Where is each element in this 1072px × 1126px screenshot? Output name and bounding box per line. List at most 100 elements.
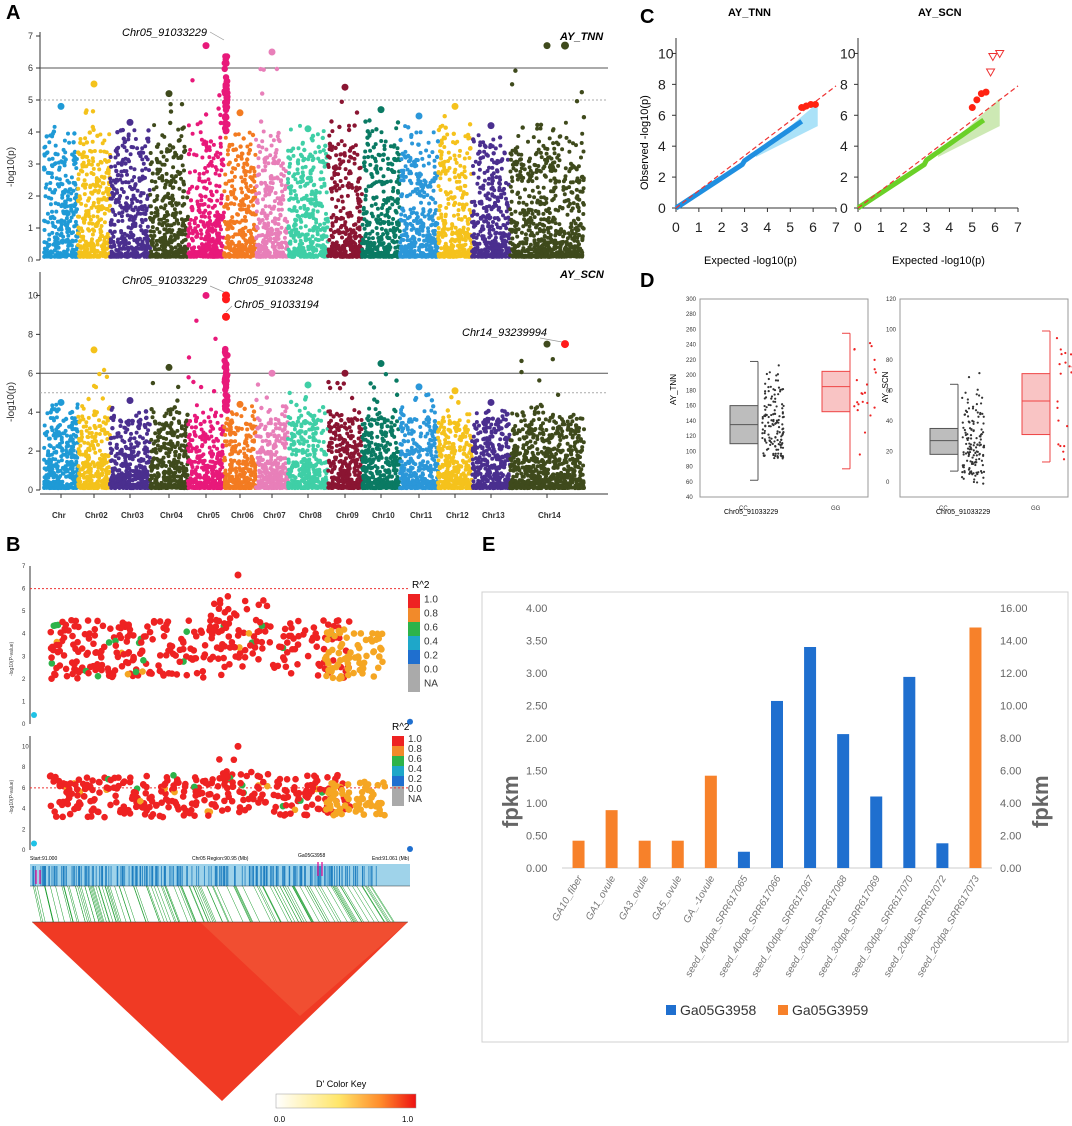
snp-point [308, 240, 313, 245]
snp-point [471, 235, 476, 240]
snp-point [521, 246, 526, 251]
snp-point [125, 213, 130, 218]
snp-point [230, 142, 235, 147]
snp-point [80, 155, 85, 160]
snp-point [96, 190, 101, 195]
snp-point [311, 245, 316, 250]
snp-point [90, 232, 95, 237]
snp-point [273, 191, 278, 195]
snp-point [390, 238, 395, 243]
snp-point [527, 194, 532, 199]
snp-point [236, 163, 241, 167]
snp-point [230, 226, 235, 231]
snp-point [496, 217, 501, 222]
snp-point [147, 168, 151, 173]
snp-point [99, 207, 104, 212]
snp-point [374, 167, 379, 172]
snp-point [448, 190, 453, 195]
snp-point [320, 159, 325, 164]
snp-point [553, 240, 558, 245]
snp-point [415, 181, 420, 186]
snp-point [426, 226, 430, 231]
snp-point [65, 194, 70, 199]
snp-point [370, 154, 375, 159]
snp-point [230, 184, 235, 189]
snp-point [217, 173, 222, 178]
snp-point [356, 196, 360, 201]
snp-point [495, 169, 500, 174]
peak-snp [268, 48, 276, 56]
snp-point [371, 145, 376, 150]
snp-point [116, 237, 120, 242]
snp-point [83, 136, 88, 141]
snp-point [79, 168, 83, 173]
snp-point [140, 157, 145, 162]
snp-point [494, 175, 499, 180]
snp-point [66, 131, 70, 136]
snp-point [198, 130, 203, 135]
tnn-annotation: Chr05_91033229 [122, 27, 207, 39]
snp-point [170, 193, 175, 198]
snp-point [348, 247, 353, 252]
snp-point [453, 141, 458, 146]
snp-point [421, 233, 426, 238]
snp-point [84, 244, 89, 249]
snp-point [60, 182, 65, 187]
snp-point [577, 247, 582, 252]
snp-point [432, 211, 437, 216]
snp-point [179, 102, 185, 107]
snp-point [119, 254, 124, 259]
snp-point [447, 177, 452, 182]
snp-point [77, 226, 82, 231]
snp-point [43, 185, 48, 190]
snp-point [523, 187, 527, 192]
snp-point [488, 246, 492, 251]
snp-point [251, 195, 256, 200]
snp-point [192, 245, 197, 250]
snp-point [497, 135, 503, 140]
snp-point [226, 254, 231, 259]
snp-point [162, 216, 167, 221]
snp-point [382, 245, 387, 250]
snp-point [218, 235, 223, 239]
snp-point [300, 141, 305, 146]
snp-point [119, 187, 124, 191]
snp-point [561, 234, 566, 239]
snp-point [101, 191, 106, 196]
snp-point [487, 176, 491, 181]
snp-point [297, 214, 302, 219]
snp-point [557, 179, 562, 184]
snp-point [106, 192, 111, 197]
snp-point [415, 158, 420, 163]
peak-snp [236, 109, 244, 117]
snp-point [305, 176, 310, 181]
snp-point [504, 209, 509, 214]
snp-point [186, 123, 191, 128]
snp-point [106, 171, 111, 176]
snp-point [520, 178, 524, 183]
snp-point [429, 250, 434, 255]
snp-point [576, 180, 581, 185]
snp-point [443, 214, 448, 219]
snp-point [271, 138, 276, 143]
snp-point [519, 166, 524, 171]
snp-point [254, 184, 259, 189]
snp-point [414, 172, 419, 177]
snp-point [106, 189, 110, 194]
snp-point [472, 254, 477, 259]
snp-point [67, 140, 72, 145]
snp-point [310, 133, 316, 139]
snp-point [50, 220, 55, 225]
snp-point [473, 203, 478, 208]
snp-point [258, 119, 264, 124]
snp-point [321, 177, 326, 181]
snp-point [256, 143, 261, 149]
snp-point [70, 152, 75, 157]
snp-point [190, 184, 195, 189]
snp-point [546, 208, 550, 213]
snp-point [182, 149, 187, 154]
snp-point [123, 161, 128, 166]
snp-point [132, 128, 137, 133]
snp-point [78, 137, 83, 141]
snp-point [396, 152, 401, 157]
